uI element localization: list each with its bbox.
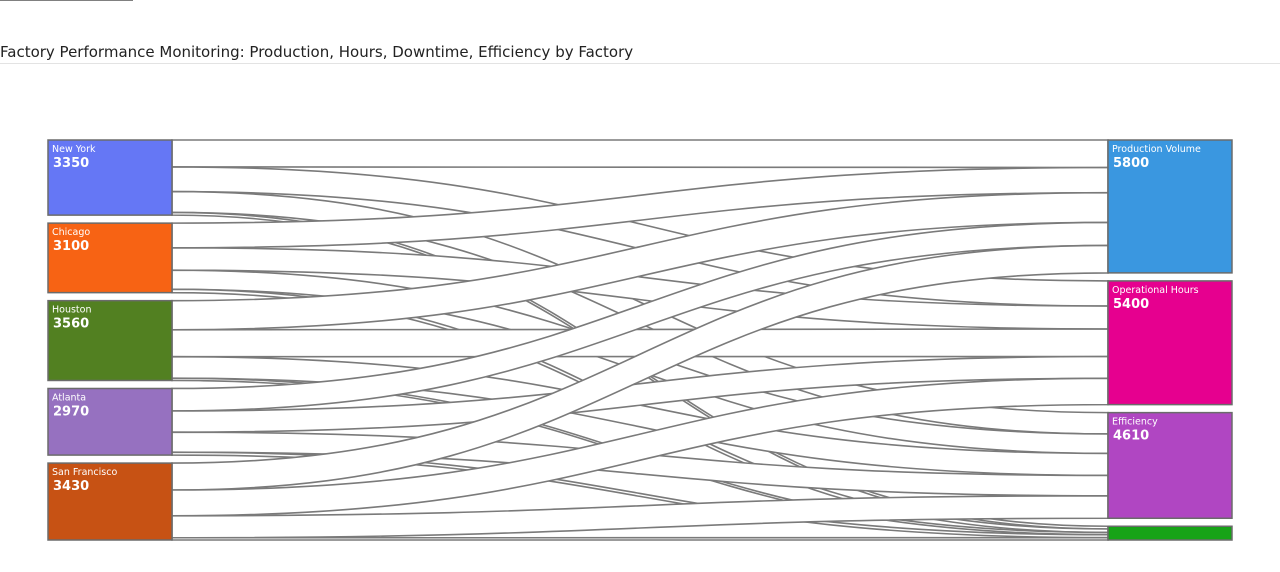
sankey-link-san-francisco-to-downtime[interactable]: [172, 538, 1108, 540]
sankey-node-downtime[interactable]: [1108, 526, 1232, 540]
sankey-node-value: 3560: [53, 317, 89, 332]
sankey-link-new-york-to-production-volume[interactable]: [172, 140, 1108, 167]
sankey-links: [172, 140, 1108, 540]
sankey-node-label: Chicago: [52, 227, 90, 238]
sankey-node-label: San Francisco: [52, 467, 117, 478]
sankey-node-label: New York: [52, 144, 96, 155]
sankey-node-label: Efficiency: [1112, 417, 1158, 428]
sankey-node-label: Houston: [52, 305, 91, 316]
sankey-node-label: Atlanta: [52, 392, 86, 403]
sankey-node-value: 3350: [53, 156, 89, 171]
sankey-node-value: 4610: [1113, 429, 1149, 444]
sankey-node-value: 3100: [53, 239, 89, 254]
sankey-node-value: 2970: [53, 404, 89, 419]
sankey-node-value: 5400: [1113, 297, 1149, 312]
sankey-node-value: 5800: [1113, 156, 1149, 171]
sankey-node-label: Production Volume: [1112, 144, 1201, 155]
sankey-node-value: 3430: [53, 479, 89, 494]
sankey-node-label: Operational Hours: [1112, 285, 1199, 296]
sankey-link-houston-to-operational-hours[interactable]: [172, 329, 1108, 357]
